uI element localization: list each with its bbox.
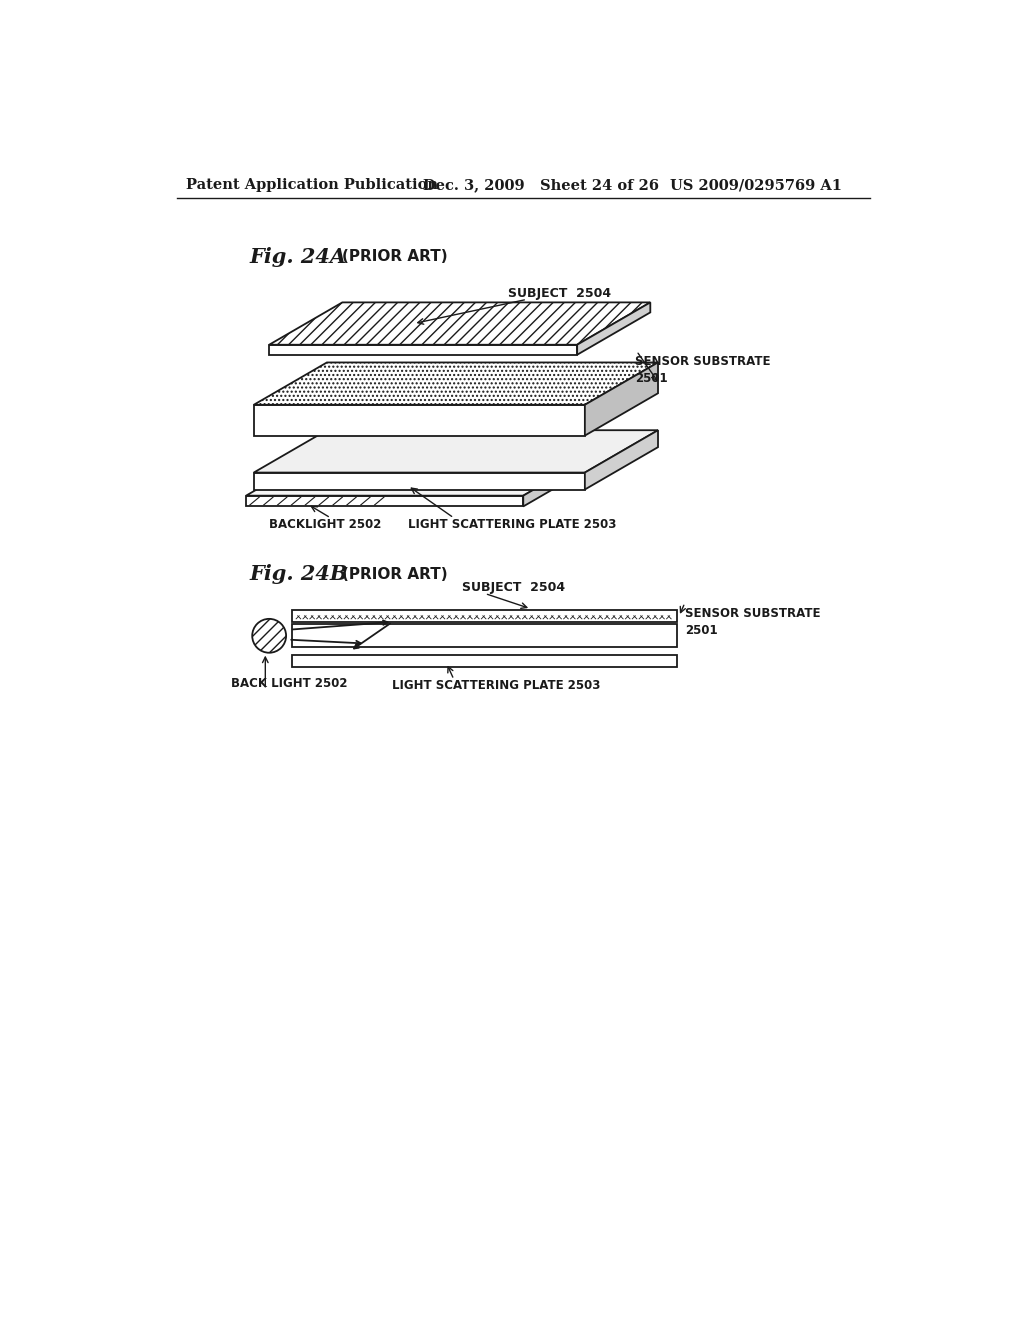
Text: BACKLIGHT 2502: BACKLIGHT 2502 [269, 517, 382, 531]
Text: BACK LIGHT 2502: BACK LIGHT 2502 [230, 677, 347, 690]
Polygon shape [246, 496, 523, 507]
Text: Fig. 24B: Fig. 24B [250, 564, 348, 585]
Text: SUBJECT  2504: SUBJECT 2504 [508, 286, 611, 300]
Text: SUBJECT  2504: SUBJECT 2504 [462, 581, 565, 594]
Polygon shape [292, 610, 677, 622]
Polygon shape [269, 302, 650, 345]
Polygon shape [585, 363, 658, 436]
Polygon shape [254, 473, 585, 490]
Polygon shape [254, 430, 658, 473]
Polygon shape [292, 624, 677, 647]
Text: LIGHT SCATTERING PLATE 2503: LIGHT SCATTERING PLATE 2503 [392, 680, 601, 693]
Polygon shape [246, 453, 596, 496]
Text: Patent Application Publication: Patent Application Publication [186, 178, 438, 193]
Polygon shape [254, 405, 585, 436]
Polygon shape [292, 655, 677, 667]
Circle shape [252, 619, 286, 653]
Text: SENSOR SUBSTRATE
2501: SENSOR SUBSTRATE 2501 [685, 607, 820, 636]
Polygon shape [523, 453, 596, 507]
Polygon shape [585, 430, 658, 490]
Text: Dec. 3, 2009   Sheet 24 of 26: Dec. 3, 2009 Sheet 24 of 26 [423, 178, 659, 193]
Polygon shape [578, 302, 650, 355]
Text: Fig. 24A: Fig. 24A [250, 247, 347, 267]
Text: (PRIOR ART): (PRIOR ART) [342, 249, 447, 264]
Text: SENSOR SUBSTRATE
2501: SENSOR SUBSTRATE 2501 [635, 355, 770, 384]
Polygon shape [269, 345, 578, 355]
Text: US 2009/0295769 A1: US 2009/0295769 A1 [670, 178, 842, 193]
Text: LIGHT SCATTERING PLATE 2503: LIGHT SCATTERING PLATE 2503 [408, 517, 616, 531]
Polygon shape [254, 363, 658, 405]
Text: (PRIOR ART): (PRIOR ART) [342, 566, 447, 582]
